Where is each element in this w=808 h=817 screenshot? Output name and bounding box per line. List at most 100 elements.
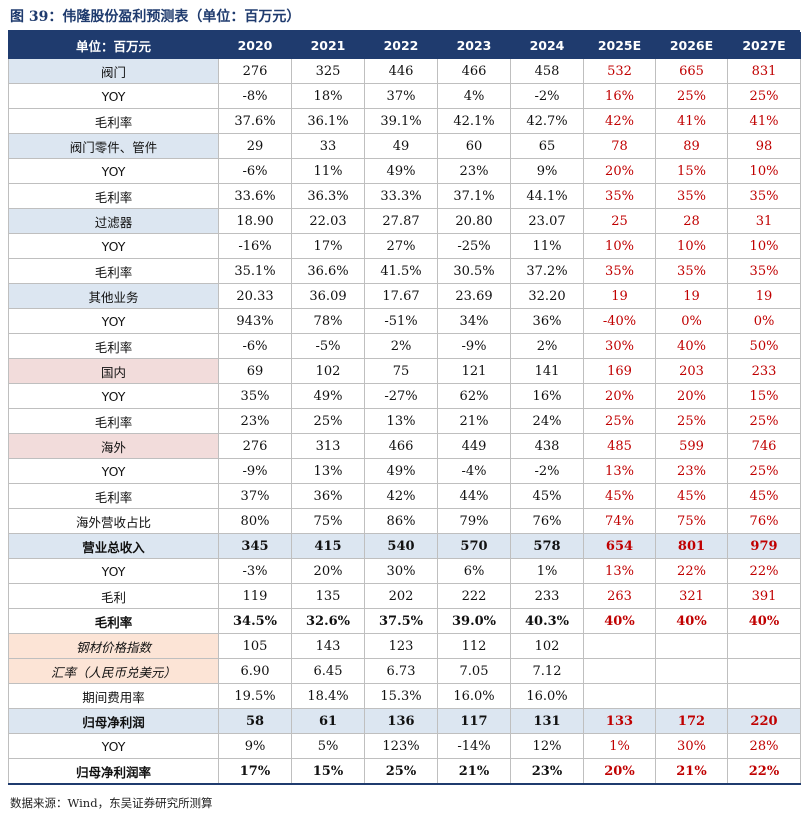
- estimate-cell: 15%: [727, 383, 801, 409]
- value-cell: 41.5%: [364, 258, 438, 284]
- estimate-cell: 21%: [655, 758, 728, 785]
- title-divider: [8, 30, 800, 32]
- estimate-cell: [727, 683, 801, 709]
- table-row: YOY -16% 17% 27% -25% 11% 10% 10% 10%: [8, 233, 801, 259]
- row-label: 毛利率: [8, 258, 219, 284]
- value-cell: 16.0%: [437, 683, 511, 709]
- value-cell: 23%: [218, 408, 292, 434]
- estimate-cell: 25%: [727, 458, 801, 484]
- value-cell: -9%: [437, 333, 511, 359]
- value-cell: -8%: [218, 83, 292, 109]
- value-cell: 49%: [364, 458, 438, 484]
- value-cell: 17.67: [364, 283, 438, 309]
- table-row: 其他业务 20.33 36.09 17.67 23.69 32.20 19 19 19: [8, 283, 801, 309]
- estimate-cell: [655, 658, 728, 684]
- value-cell: 23.69: [437, 283, 511, 309]
- value-cell: 2%: [364, 333, 438, 359]
- value-cell: 1%: [510, 558, 584, 584]
- value-cell: 117: [437, 708, 511, 734]
- value-cell: 16%: [510, 383, 584, 409]
- row-label: YOY: [8, 458, 219, 484]
- estimate-cell: 35%: [727, 258, 801, 284]
- estimate-cell: 15%: [655, 158, 728, 184]
- value-cell: 276: [218, 58, 292, 84]
- estimate-cell: 169: [583, 358, 656, 384]
- estimate-cell: [655, 683, 728, 709]
- table-body: 阀门 276 325 446 466 458 532 665 831 YOY -8% 18% 37% 4%…: [8, 58, 801, 785]
- table-row: 毛利率 -6% -5% 2% -9% 2% 30% 40% 50%: [8, 333, 801, 359]
- row-label: 汇率（人民币兑美元）: [8, 658, 219, 684]
- estimate-cell: 22%: [655, 558, 728, 584]
- estimate-cell: 40%: [655, 333, 728, 359]
- estimate-cell: 40%: [583, 608, 656, 634]
- value-cell: 20%: [291, 558, 365, 584]
- table-row: 归母净利润率 17% 15% 25% 21% 23% 20% 21% 22%: [8, 758, 801, 785]
- row-label: 其他业务: [8, 283, 219, 309]
- value-cell: 24%: [510, 408, 584, 434]
- estimate-cell: [727, 658, 801, 684]
- value-cell: 18%: [291, 83, 365, 109]
- value-cell: 33: [291, 133, 365, 159]
- value-cell: 23.07: [510, 208, 584, 234]
- value-cell: 37.2%: [510, 258, 584, 284]
- value-cell: 40.3%: [510, 608, 584, 634]
- value-cell: 112: [437, 633, 511, 659]
- value-cell: 20.33: [218, 283, 292, 309]
- value-cell: 37%: [218, 483, 292, 509]
- row-label: 海外: [8, 433, 219, 459]
- table-header-row: 单位：百万元 2020 2021 2022 2023 2024 2025E 2026E 2027…: [8, 32, 801, 59]
- value-cell: 42%: [364, 483, 438, 509]
- value-cell: 34%: [437, 308, 511, 334]
- estimate-cell: 42%: [583, 108, 656, 134]
- table-row: 毛利率 35.1% 36.6% 41.5% 30.5% 37.2% 35% 35% 35%: [8, 258, 801, 284]
- row-label: YOY: [8, 308, 219, 334]
- value-cell: 25%: [291, 408, 365, 434]
- header-year-cell: 2026E: [655, 32, 728, 59]
- estimate-cell: 23%: [655, 458, 728, 484]
- row-label: 毛利: [8, 583, 219, 609]
- row-label: 期间费用率: [8, 683, 219, 709]
- value-cell: 6.90: [218, 658, 292, 684]
- table-row: YOY -9% 13% 49% -4% -2% 13% 23% 25%: [8, 458, 801, 484]
- table-row: 毛利率 37% 36% 42% 44% 45% 45% 45% 45%: [8, 483, 801, 509]
- estimate-cell: 0%: [727, 308, 801, 334]
- estimate-cell: [727, 633, 801, 659]
- estimate-cell: 28: [655, 208, 728, 234]
- value-cell: 39.0%: [437, 608, 511, 634]
- value-cell: 37.1%: [437, 183, 511, 209]
- value-cell: 20.80: [437, 208, 511, 234]
- estimate-cell: 25%: [727, 83, 801, 109]
- estimate-cell: 30%: [655, 733, 728, 759]
- estimate-cell: 485: [583, 433, 656, 459]
- value-cell: 466: [364, 433, 438, 459]
- value-cell: 22.03: [291, 208, 365, 234]
- value-cell: 7.05: [437, 658, 511, 684]
- value-cell: 21%: [437, 408, 511, 434]
- estimate-cell: 16%: [583, 83, 656, 109]
- estimate-cell: 40%: [727, 608, 801, 634]
- estimate-cell: 20%: [583, 158, 656, 184]
- value-cell: -6%: [218, 333, 292, 359]
- estimate-cell: [583, 633, 656, 659]
- row-label: 营业总收入: [8, 533, 219, 559]
- table-row: 毛利 119 135 202 222 233 263 321 391: [8, 583, 801, 609]
- value-cell: 119: [218, 583, 292, 609]
- estimate-cell: 10%: [727, 158, 801, 184]
- table-row: 过滤器 18.90 22.03 27.87 20.80 23.07 25 28 31: [8, 208, 801, 234]
- value-cell: 23%: [510, 758, 584, 785]
- value-cell: 121: [437, 358, 511, 384]
- value-cell: 13%: [291, 458, 365, 484]
- estimate-cell: 50%: [727, 333, 801, 359]
- value-cell: 15%: [291, 758, 365, 785]
- row-label: 海外营收占比: [8, 508, 219, 534]
- value-cell: 15.3%: [364, 683, 438, 709]
- estimate-cell: 20%: [583, 758, 656, 785]
- estimate-cell: 746: [727, 433, 801, 459]
- estimate-cell: 665: [655, 58, 728, 84]
- estimate-cell: 19: [655, 283, 728, 309]
- value-cell: 11%: [510, 233, 584, 259]
- value-cell: -5%: [291, 333, 365, 359]
- value-cell: 578: [510, 533, 584, 559]
- value-cell: 29: [218, 133, 292, 159]
- value-cell: 60: [437, 133, 511, 159]
